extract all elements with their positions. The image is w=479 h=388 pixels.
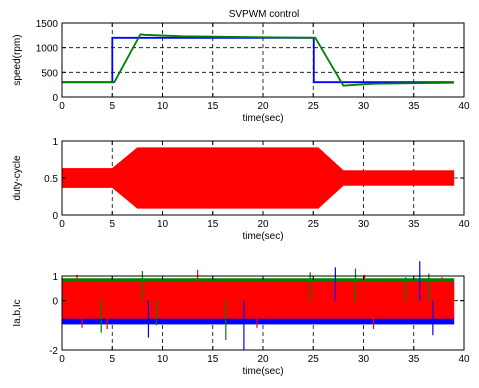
x-tick-label: 35 (408, 101, 420, 112)
x-tick-label: 25 (308, 219, 320, 230)
duty-cycle-subplot: 0 5 10 15 20 25 30 35 40 0 0.5 1 time(sec) duty-cycle (12, 137, 470, 242)
series-group (62, 33, 454, 87)
x-tick-label: 40 (458, 354, 470, 365)
series-group (61, 261, 455, 350)
y-axis-label: Ia,b,Ic (12, 299, 23, 326)
x-tick-label: 15 (207, 219, 219, 230)
x-axis-label: time(sec) (242, 113, 283, 124)
series-line-1 (62, 33, 454, 87)
x-tick-label: 40 (458, 219, 470, 230)
x-tick-label: 0 (59, 354, 65, 365)
x-tick-label: 30 (358, 354, 370, 365)
y-tick-label: 0.5 (44, 174, 58, 185)
y-tick-label: 1 (52, 137, 58, 148)
x-tick-label: 0 (59, 101, 65, 112)
series-band-0 (61, 147, 455, 209)
x-tick-label: 15 (207, 354, 219, 365)
x-tick-label: 15 (207, 101, 219, 112)
x-tick-label: 35 (408, 354, 420, 365)
x-tick-label: 30 (358, 101, 370, 112)
speed-subplot: 0 5 10 15 20 25 30 35 40 0 500 1000 1500 time(sec) spe… (12, 19, 470, 124)
y-tick-label: 0 (52, 297, 58, 308)
series-group (61, 147, 455, 209)
y-tick-label: 500 (41, 68, 58, 79)
x-axis-label: time(sec) (242, 366, 283, 377)
x-tick-label: 10 (157, 101, 169, 112)
y-tick-label: 1 (52, 272, 58, 283)
x-tick-label: 5 (109, 219, 115, 230)
x-tick-label: 40 (458, 101, 470, 112)
x-tick-label: 25 (308, 101, 320, 112)
x-tick-label: 20 (257, 219, 269, 230)
x-axis-label: time(sec) (242, 231, 283, 242)
x-tick-label: 10 (157, 354, 169, 365)
x-tick-label: 0 (59, 219, 65, 230)
y-tick-label: -2 (49, 346, 58, 357)
x-tick-label: 35 (408, 219, 420, 230)
x-tick-label: 30 (358, 219, 370, 230)
x-tick-label: 20 (257, 101, 269, 112)
x-tick-label: 5 (109, 101, 115, 112)
y-axis-label: duty-cycle (12, 155, 23, 200)
y-tick-label: 1500 (36, 19, 59, 30)
figure-title: SVPWM control (229, 9, 300, 20)
y-axis-label: speed(rpm) (12, 34, 23, 85)
y-tick-label: 0 (52, 93, 58, 104)
y-tick-label: 0 (52, 211, 58, 222)
x-tick-label: 5 (109, 354, 115, 365)
x-tick-label: 25 (308, 354, 320, 365)
x-tick-label: 10 (157, 219, 169, 230)
x-tick-label: 20 (257, 354, 269, 365)
series-band-2 (61, 281, 455, 319)
y-tick-label: 1000 (36, 44, 59, 55)
